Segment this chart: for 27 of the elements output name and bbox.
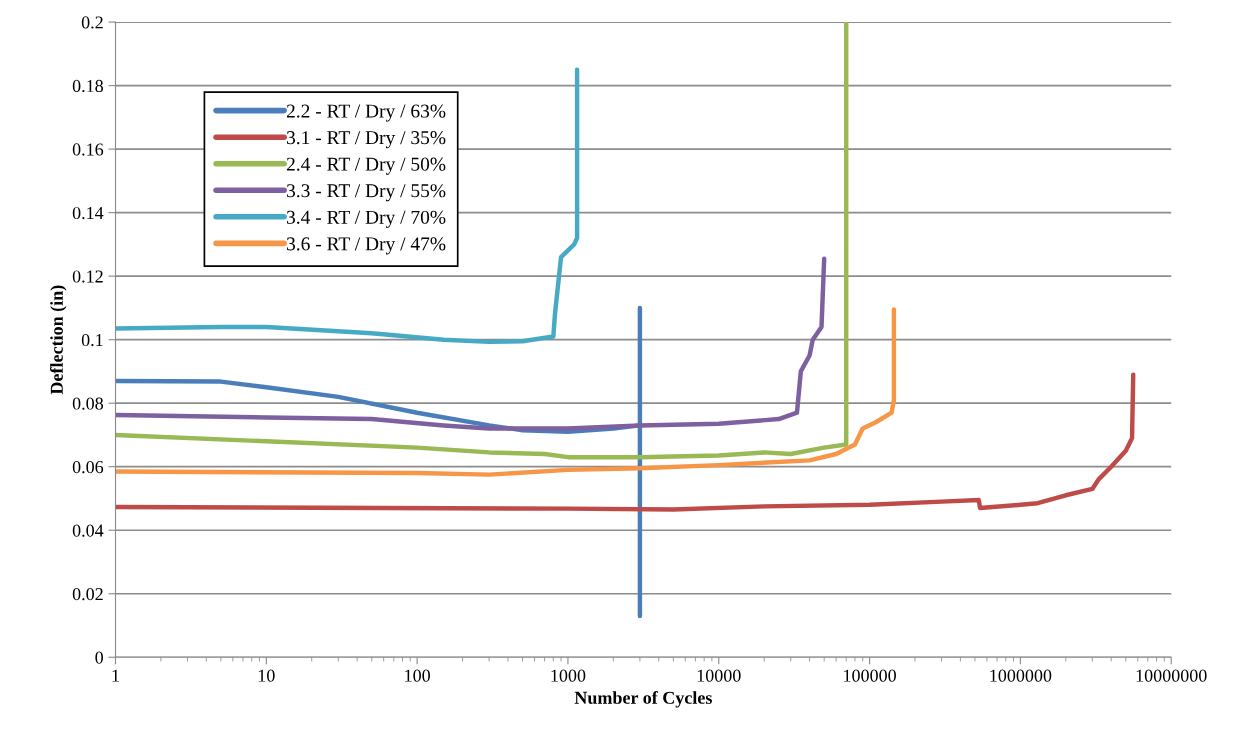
y-tick-label: 0.16 <box>72 143 104 156</box>
x-tick-label: 10 <box>258 669 275 682</box>
x-tick-label: 100000 <box>844 669 896 682</box>
x-tick-label: 1000 <box>551 669 586 682</box>
legend-label: 2.2 - RT / Dry / 63% <box>286 104 446 122</box>
y-tick-label: 0.1 <box>81 333 103 347</box>
x-tick-label: 10000000 <box>1136 669 1207 682</box>
legend-label: 2.4 - RT / Dry / 50% <box>286 157 446 175</box>
y-tick-label: 0.12 <box>72 270 103 283</box>
y-tick-label: 0.14 <box>72 206 104 220</box>
legend-label: 3.6 - RT / Dry / 47% <box>287 237 446 255</box>
x-axis-title: Number of Cycles <box>574 690 712 708</box>
y-tick-label: 0.02 <box>72 587 103 601</box>
y-tick-label: 0.2 <box>81 16 103 29</box>
y-tick-label: 0.06 <box>72 460 104 474</box>
y-axis-title: Deflection (in) <box>49 285 67 395</box>
legend-label: 3.4 - RT / Dry / 70% <box>287 210 446 228</box>
x-tick-label: 1000000 <box>990 669 1052 682</box>
x-tick-label: 1 <box>112 669 119 682</box>
x-tick-label: 100 <box>405 669 430 682</box>
y-tick-label: 0 <box>95 651 104 664</box>
y-tick-label: 0.04 <box>72 524 104 537</box>
legend-label: 3.1 - RT / Dry / 35% <box>287 131 446 149</box>
y-tick-label: 0.08 <box>72 397 104 410</box>
y-tick-label: 0.18 <box>72 79 104 93</box>
legend-label: 3.3 - RT / Dry / 55% <box>287 184 446 202</box>
x-tick-label: 10000 <box>697 669 741 682</box>
